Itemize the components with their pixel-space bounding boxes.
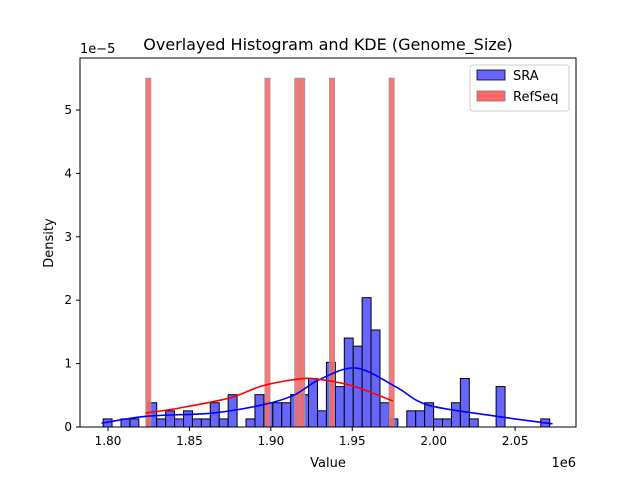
sra-bar: [281, 402, 292, 428]
sra-bar: [174, 418, 185, 428]
sra-bar: [406, 410, 417, 428]
x-axis-ticks: 1.80 1.85 1.90 1.95 2.00 2.05: [95, 427, 529, 448]
y-axis-label: Density: [42, 218, 57, 268]
sra-bar: [218, 418, 229, 428]
y-offset-label: 1e−5: [80, 42, 115, 57]
y-tick-label: 2: [64, 293, 72, 307]
refseq-kde-line: [145, 377, 394, 414]
y-axis-ticks: 0 1 2 3 4 5: [64, 103, 80, 434]
y-tick-label: 0: [64, 420, 72, 434]
sra-bar: [156, 418, 167, 428]
sra-bar: [468, 418, 479, 428]
y-tick-label: 4: [64, 166, 72, 180]
chart-title: Overlayed Histogram and KDE (Genome_Size…: [143, 35, 513, 55]
kde-curves: [101, 367, 553, 425]
x-tick-label: 2.00: [420, 434, 447, 448]
sra-bar: [459, 377, 470, 428]
x-tick-label: 1.95: [339, 434, 366, 448]
legend-label-refseq: RefSeq: [513, 90, 559, 105]
sra-bar: [433, 418, 444, 428]
sra-bar: [129, 418, 140, 428]
sra-bar: [272, 402, 283, 428]
x-tick-label: 1.85: [176, 434, 203, 448]
sra-bar: [450, 402, 461, 428]
sra-bars: [102, 297, 551, 428]
sra-bar: [165, 410, 176, 428]
legend-swatch-refseq: [476, 90, 506, 102]
sra-bar: [379, 402, 390, 428]
sra-bar: [191, 418, 202, 428]
y-tick-label: 3: [64, 230, 72, 244]
x-tick-label: 1.80: [95, 434, 122, 448]
legend-label-sra: SRA: [513, 69, 539, 84]
legend-swatch-sra: [476, 69, 506, 81]
y-tick-label: 5: [64, 103, 72, 117]
sra-bar: [183, 410, 193, 428]
x-offset-label: 1e6: [551, 456, 576, 471]
sra-bar: [343, 337, 354, 428]
refseq-bar: [264, 77, 271, 428]
refseq-bar: [294, 77, 301, 428]
refseq-bar: [388, 77, 395, 428]
sra-bar: [200, 418, 211, 428]
plot-frame: [79, 57, 577, 428]
sra-bar: [254, 394, 265, 428]
x-tick-label: 1.90: [257, 434, 284, 448]
sra-bar: [361, 297, 372, 428]
refseq-bars: [145, 77, 395, 428]
sra-bar: [370, 329, 381, 428]
sra-bar: [316, 410, 327, 428]
refseq-bar: [299, 77, 306, 428]
sra-bar: [415, 410, 426, 428]
x-axis-label: Value: [310, 456, 346, 471]
x-tick-label: 2.05: [502, 434, 529, 448]
refseq-bar: [145, 77, 152, 428]
sra-bar: [442, 418, 452, 428]
sra-bar: [334, 386, 345, 428]
sra-bar: [495, 386, 506, 428]
sra-bar: [209, 402, 220, 428]
y-tick-label: 1: [64, 357, 72, 371]
sra-bar: [245, 418, 256, 428]
legend: SRA RefSeq: [469, 64, 570, 112]
